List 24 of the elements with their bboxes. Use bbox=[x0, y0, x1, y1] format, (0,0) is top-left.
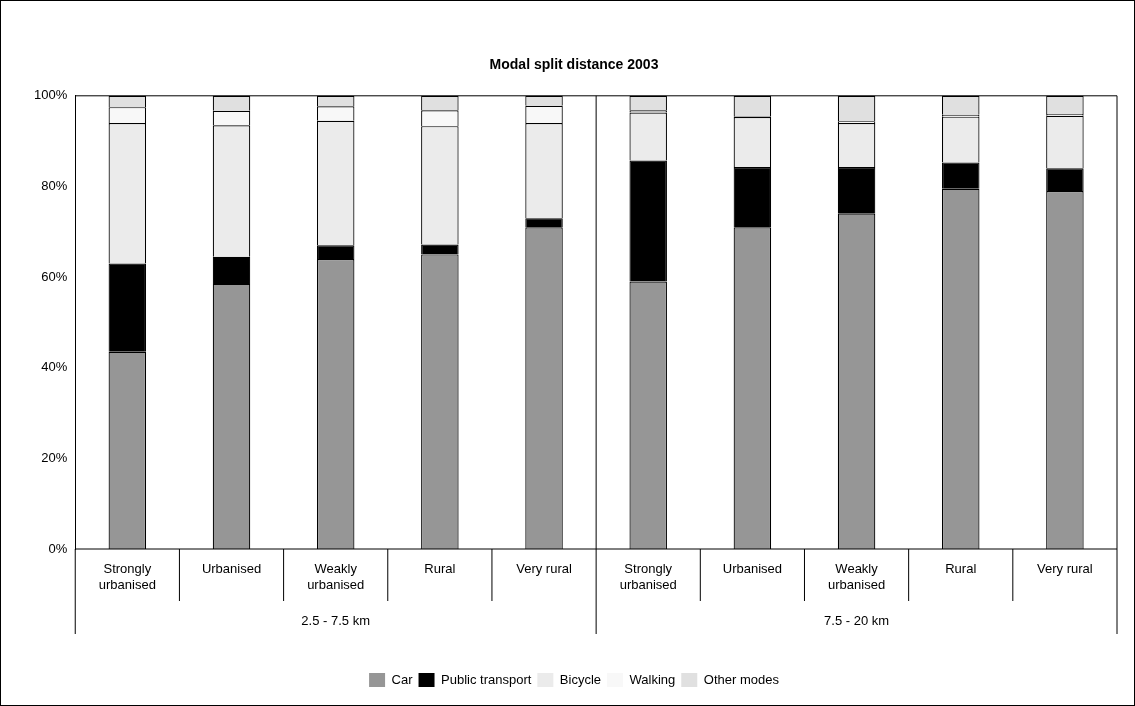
text: 2.5 - 7.5 km bbox=[301, 613, 371, 629]
x-tick-label: Urbanised bbox=[201, 561, 262, 577]
legend-label: Public transport bbox=[441, 671, 532, 687]
x-tick-label: Strongly urbanised bbox=[98, 561, 156, 593]
legend-label: Car bbox=[391, 671, 414, 687]
chart-title: Modal split distance 2003 bbox=[489, 56, 659, 73]
legend-label: Other modes bbox=[703, 671, 780, 687]
x-tick-label: Very rural bbox=[516, 561, 572, 577]
y-tick-label: 80% bbox=[41, 178, 68, 194]
y-tick-label: 100% bbox=[34, 87, 68, 103]
x-tick-label: Strongly urbanised bbox=[619, 561, 677, 593]
legend-label: Walking bbox=[629, 671, 676, 687]
legend-label: Bicycle bbox=[559, 671, 602, 687]
x-tick-label: Weakly urbanised bbox=[307, 561, 365, 593]
x-tick-label: Rural bbox=[945, 561, 977, 577]
x-tick-label: Very rural bbox=[1037, 561, 1093, 577]
x-tick-label: Weakly urbanised bbox=[828, 561, 886, 593]
x-tick-label: Rural bbox=[424, 561, 456, 577]
text: 7.5 - 20 km bbox=[824, 613, 890, 629]
y-tick-label: 60% bbox=[41, 268, 68, 284]
y-tick-label: 0% bbox=[48, 540, 68, 556]
y-tick-label: 20% bbox=[41, 449, 68, 465]
x-tick-label: Urbanised bbox=[722, 561, 783, 577]
y-tick-label: 40% bbox=[41, 359, 68, 375]
